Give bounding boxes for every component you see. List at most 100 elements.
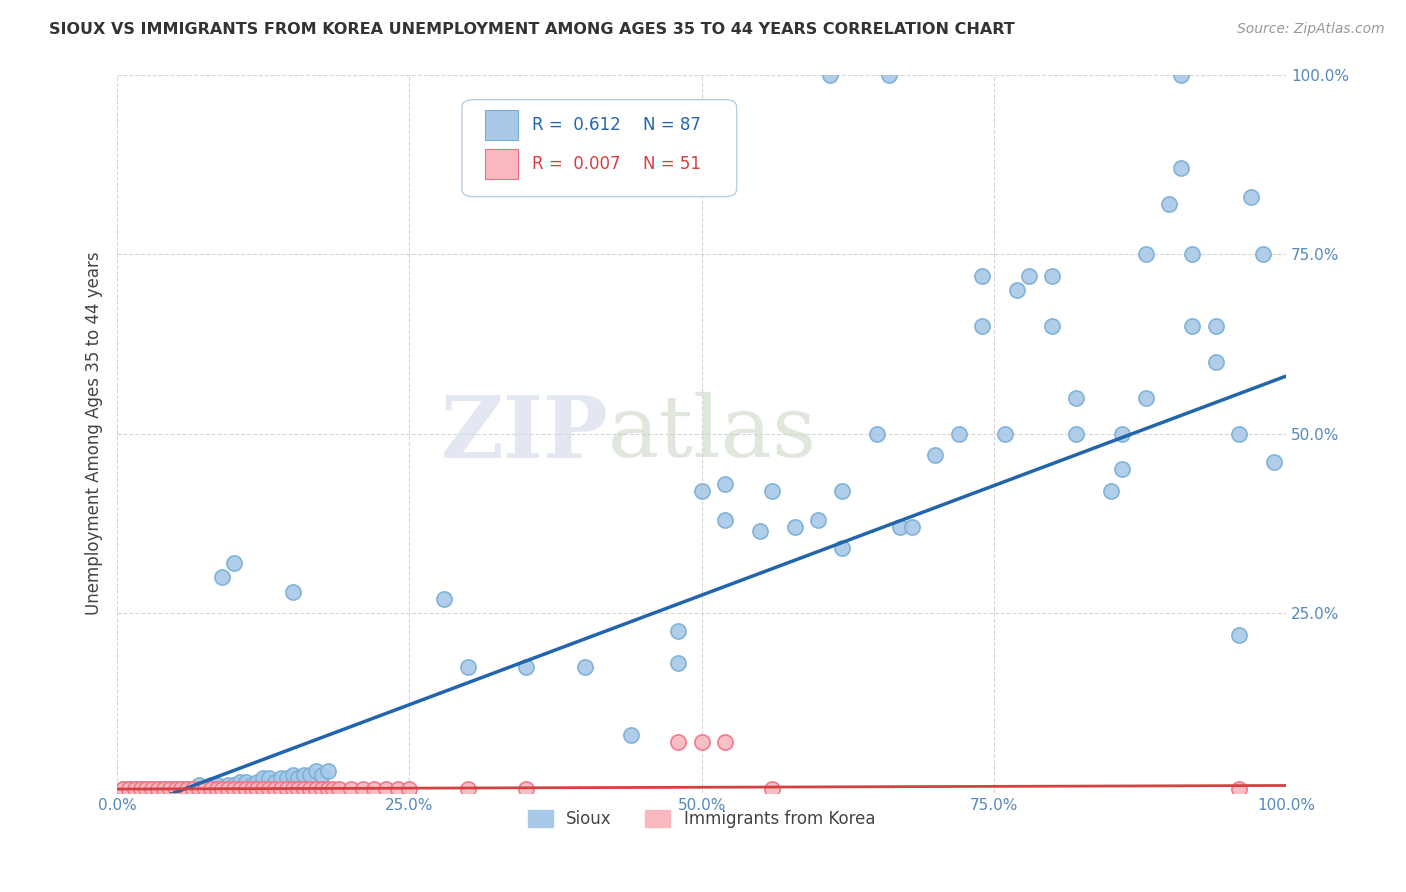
Point [246,782,269,797]
Point [211,782,233,797]
Point [276,772,298,786]
Point [153,782,176,797]
Point [1111,426,1133,441]
Point [620,728,643,742]
Point [141,782,163,797]
Point [165,782,187,797]
Point [240,782,263,797]
Point [176,782,198,797]
Point [135,782,157,797]
Point [181,782,204,797]
Point [270,772,292,786]
Point [299,782,322,797]
Point [363,782,385,797]
Point [690,735,713,749]
Point [235,775,257,789]
Point [170,782,193,797]
Point [375,782,398,797]
Point [211,782,233,797]
Point [264,782,287,797]
Point [222,779,245,793]
Point [240,779,263,793]
Point [1170,68,1192,82]
Point [1181,318,1204,333]
Point [783,520,806,534]
Point [1251,247,1274,261]
Point [666,735,689,749]
Point [257,782,280,797]
Y-axis label: Unemployment Among Ages 35 to 44 years: Unemployment Among Ages 35 to 44 years [86,252,103,615]
Point [1157,196,1180,211]
Text: N = 51: N = 51 [643,155,702,173]
Point [690,483,713,498]
Point [287,772,309,786]
Point [188,782,211,797]
Point [831,483,853,498]
Point [205,782,228,797]
Point [305,764,328,778]
Point [292,782,315,797]
Point [205,779,228,793]
Point [188,779,211,793]
Point [666,657,689,671]
Point [831,541,853,556]
Text: R =  0.007: R = 0.007 [531,155,620,173]
Point [181,782,204,797]
Point [141,782,163,797]
Point [305,782,328,797]
Point [1227,628,1250,642]
Point [807,513,830,527]
Text: Source: ZipAtlas.com: Source: ZipAtlas.com [1237,22,1385,37]
Point [515,782,537,797]
Text: ZIP: ZIP [440,392,607,475]
Point [170,782,193,797]
Text: atlas: atlas [607,392,817,475]
Point [574,660,596,674]
FancyBboxPatch shape [485,110,517,140]
Point [1227,782,1250,797]
Point [276,782,298,797]
Point [666,624,689,638]
Point [1205,355,1227,369]
Point [1018,268,1040,283]
Point [165,782,187,797]
Point [229,782,252,797]
Point [257,772,280,786]
Point [1263,455,1285,469]
FancyBboxPatch shape [463,100,737,196]
Text: SIOUX VS IMMIGRANTS FROM KOREA UNEMPLOYMENT AMONG AGES 35 TO 44 YEARS CORRELATIO: SIOUX VS IMMIGRANTS FROM KOREA UNEMPLOYM… [49,22,1015,37]
Point [970,318,993,333]
Point [252,782,274,797]
Point [129,782,152,797]
Point [1240,189,1263,203]
Point [1040,318,1063,333]
Point [328,782,350,797]
Point [200,779,222,793]
Point [112,782,135,797]
Point [1135,247,1157,261]
Point [299,767,322,781]
Legend: Sioux, Immigrants from Korea: Sioux, Immigrants from Korea [522,803,882,835]
Point [316,782,339,797]
Point [281,782,304,797]
Point [124,782,146,797]
Point [714,476,737,491]
Point [901,520,924,534]
Point [948,426,970,441]
Point [146,782,169,797]
Point [322,782,344,797]
Text: N = 87: N = 87 [643,116,702,134]
Point [1170,161,1192,175]
Point [970,268,993,283]
Point [515,660,537,674]
Point [761,782,783,797]
Point [270,782,292,797]
Point [222,556,245,570]
Point [159,782,181,797]
Point [877,68,900,82]
Point [340,782,363,797]
Point [235,782,257,797]
Point [194,782,217,797]
Point [229,775,252,789]
Point [176,782,198,797]
